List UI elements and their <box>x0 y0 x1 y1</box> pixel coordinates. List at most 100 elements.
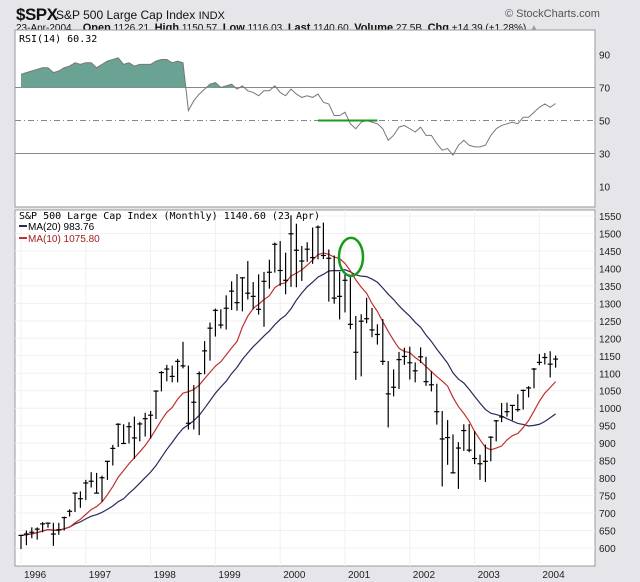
x-tick-label: 2004 <box>542 570 565 581</box>
price-bar <box>455 442 461 489</box>
price-bar <box>142 412 148 437</box>
ma20-line <box>20 269 556 537</box>
security-name: S&P 500 Large Cap Index INDX <box>56 8 225 22</box>
price-bar <box>229 281 235 310</box>
price-bar <box>180 341 186 369</box>
price-bar <box>401 347 407 365</box>
price-bar <box>261 271 267 327</box>
ma10-legend: MA(10) 1075.80 <box>28 234 100 245</box>
rsi-line <box>20 57 556 157</box>
exchange: INDX <box>198 10 225 22</box>
price-bar <box>477 454 483 480</box>
price-bar <box>407 346 413 380</box>
price-tick-label: 850 <box>599 457 616 468</box>
price-bar <box>499 402 505 423</box>
rsi-title: RSI(14) 60.32 <box>19 34 97 45</box>
price-tick-label: 1050 <box>599 387 622 398</box>
price-bar <box>369 307 375 338</box>
price-bar <box>331 255 337 304</box>
price-bar <box>115 423 121 447</box>
price-annotation-ellipse <box>337 236 365 278</box>
price-tick-label: 900 <box>599 439 616 450</box>
price-tick-label: 700 <box>599 509 616 520</box>
price-bar <box>191 385 197 430</box>
price-bar <box>256 274 262 315</box>
price-bar <box>169 365 175 383</box>
price-bar <box>283 252 289 295</box>
price-bar <box>288 215 294 287</box>
price-bar <box>488 436 494 462</box>
price-bar <box>148 410 154 439</box>
price-tick-label: 1350 <box>599 282 622 293</box>
price-bar <box>342 273 348 313</box>
ma20-legend: MA(20) 983.76 <box>28 222 95 233</box>
price-bar <box>547 351 553 378</box>
price-bar <box>445 420 451 465</box>
price-title: S&P 500 Large Cap Index (Monthly) 1140.6… <box>19 211 320 222</box>
price-bar <box>61 516 67 531</box>
price-bar <box>310 227 316 264</box>
symbol: $SPX <box>16 5 58 24</box>
price-bar <box>77 491 83 508</box>
price-bar <box>385 361 391 428</box>
price-bar <box>239 277 245 312</box>
price-bar <box>320 222 326 259</box>
price-bar <box>56 522 62 535</box>
price-bar <box>88 472 94 488</box>
chg-value: +14.39 (+1.28%) <box>451 23 527 34</box>
price-bar <box>299 246 305 281</box>
price-bar <box>347 276 353 330</box>
price-bar <box>396 351 402 389</box>
price-bar <box>266 259 272 289</box>
price-bar <box>326 249 332 302</box>
rsi-plot <box>15 57 595 157</box>
price-bar <box>110 444 116 466</box>
price-bar <box>380 319 386 365</box>
price-bar <box>94 472 100 494</box>
price-bar <box>131 416 137 459</box>
up-arrow-icon: ▲ <box>529 23 539 34</box>
price-plot <box>15 210 595 566</box>
price-bar <box>137 421 143 442</box>
price-tick-label: 800 <box>599 474 616 485</box>
price-bar <box>121 424 127 445</box>
last-value: 1140.60 <box>313 23 349 34</box>
high-value: 1150.57 <box>181 23 218 34</box>
price-bar <box>153 390 159 420</box>
price-bar <box>337 271 343 320</box>
price-bar <box>72 492 78 513</box>
price-bar <box>531 368 537 389</box>
security-name-text: S&P 500 Large Cap Index <box>56 8 196 22</box>
x-tick-label: 1997 <box>89 570 112 581</box>
price-bar <box>175 358 181 383</box>
price-bar <box>83 479 89 501</box>
price-bar <box>450 434 456 474</box>
price-bar <box>482 444 488 482</box>
price-tick-label: 950 <box>599 422 616 433</box>
price-bar <box>434 383 440 425</box>
price-bar <box>272 242 278 273</box>
price-bar <box>207 322 213 361</box>
price-tick-label: 1300 <box>599 299 622 310</box>
x-tick-label: 2003 <box>478 570 501 581</box>
price-bar <box>250 282 256 310</box>
price-bar <box>542 352 548 365</box>
price-bar <box>67 509 73 517</box>
price-bar <box>461 424 467 451</box>
rsi-tick-label: 70 <box>599 84 611 95</box>
price-bar <box>40 522 46 533</box>
price-tick-label: 1250 <box>599 317 622 328</box>
open-value: 1126.21 <box>113 23 150 34</box>
price-bar <box>45 522 51 528</box>
rsi-tick-label: 50 <box>599 117 611 128</box>
price-tick-label: 1400 <box>599 264 622 275</box>
ma10-legend-swatch <box>19 237 27 239</box>
price-bar <box>364 297 370 324</box>
price-bar <box>466 423 472 453</box>
rsi-fill-area <box>21 57 556 88</box>
price-bar <box>277 241 283 286</box>
price-bar <box>223 295 229 330</box>
x-tick-label: 2000 <box>283 570 306 581</box>
price-bar <box>18 534 24 550</box>
